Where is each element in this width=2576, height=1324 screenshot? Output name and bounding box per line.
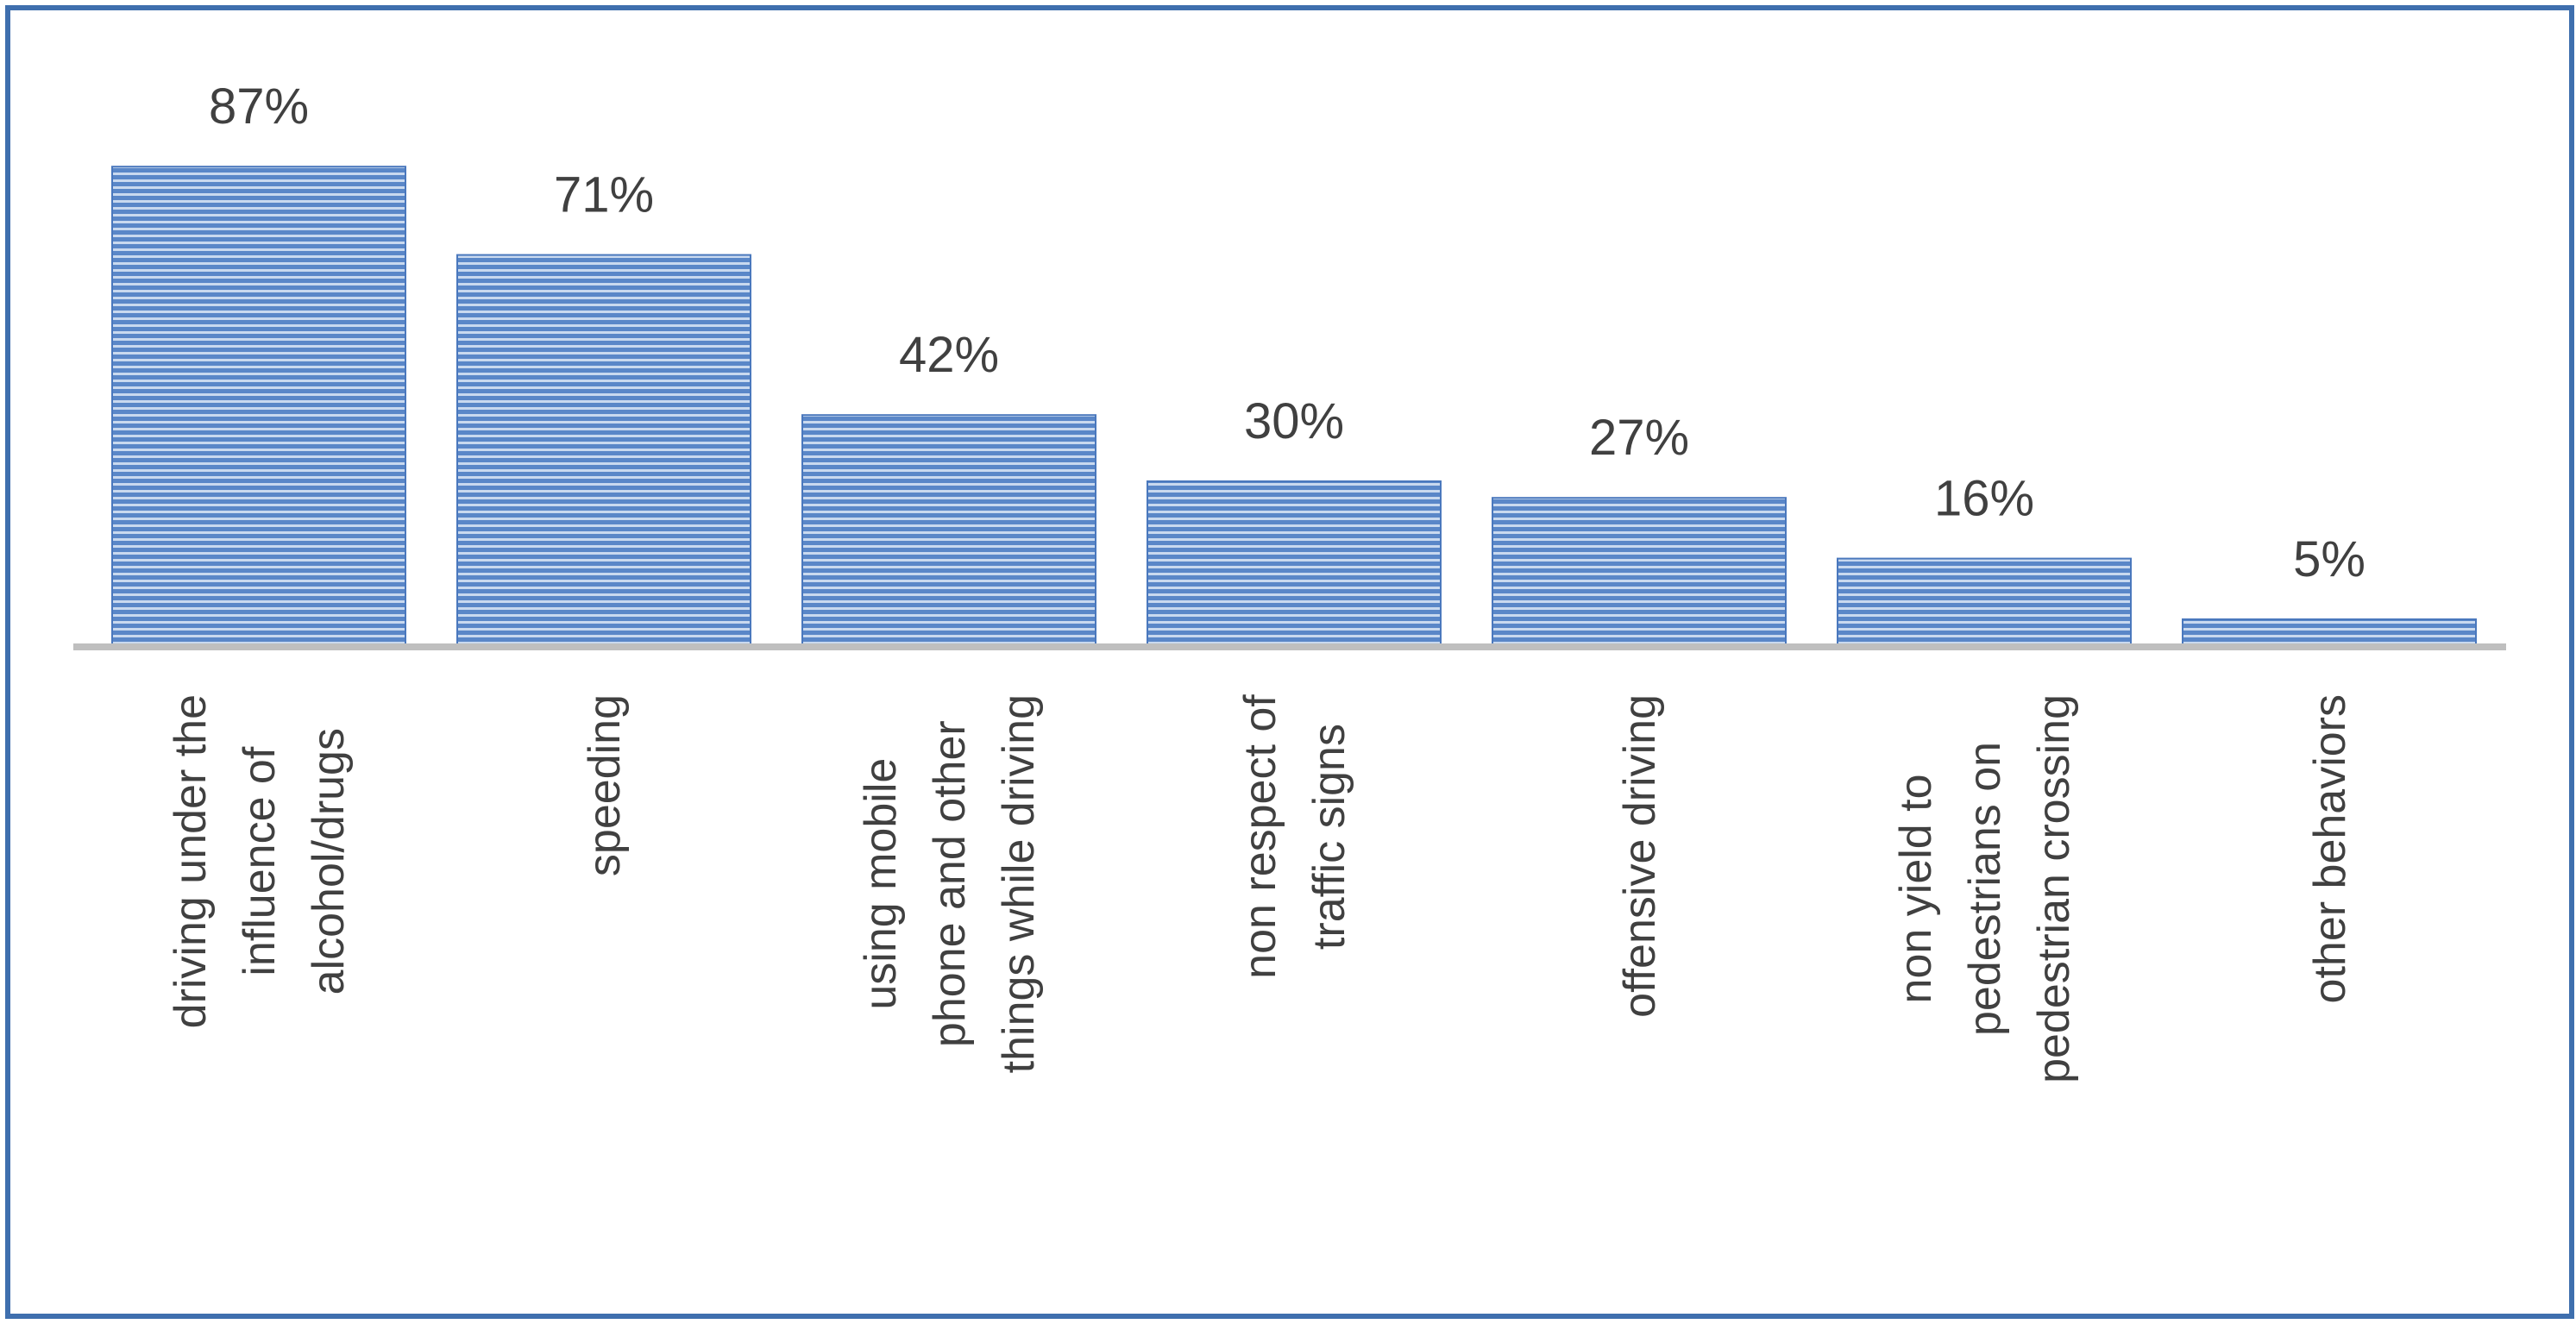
category-label-line: pedestrians on (1960, 742, 2010, 1036)
bar-4 (1492, 497, 1787, 649)
bar-5 (1837, 557, 2132, 648)
labels-layer: 87% driving under the influence of alcohol/… (166, 78, 2366, 1083)
bar-2 (801, 414, 1096, 648)
bar-1 (456, 254, 751, 648)
category-label-4: offensive driving (1615, 694, 1665, 1018)
value-label-0: 87% (209, 78, 309, 135)
category-label-line: driving under the (166, 694, 216, 1028)
value-label-4: 27% (1589, 410, 1689, 466)
category-label-line: offensive driving (1615, 694, 1665, 1018)
category-label-2: using mobile phone and other things while … (856, 694, 1044, 1073)
category-label-line: things while driving (994, 694, 1044, 1073)
category-label-line: speeding (580, 694, 630, 876)
value-label-5: 16% (1934, 471, 2034, 527)
value-label-2: 42% (899, 327, 999, 383)
value-label-3: 30% (1244, 393, 1344, 449)
category-label-3: non respect of traffic signs (1235, 694, 1354, 979)
category-label-5: non yield to pedestrians on pedestrian cro… (1891, 694, 2079, 1083)
category-label-line: using mobile (856, 758, 906, 1010)
category-label-line: non respect of (1235, 694, 1285, 979)
category-label-line: non yield to (1891, 774, 1941, 1003)
bar-6 (2182, 618, 2477, 648)
category-label-line: alcohol/drugs (304, 728, 354, 995)
bar-0 (111, 166, 406, 648)
bar-3 (1147, 480, 1442, 648)
value-label-6: 5% (2293, 531, 2366, 587)
category-label-line: influence of (235, 746, 285, 976)
category-label-6: other behaviors (2305, 694, 2355, 1003)
bars-layer (111, 166, 2477, 649)
category-label-line: pedestrian crossing (2029, 694, 2079, 1083)
category-label-line: other behaviors (2305, 694, 2355, 1003)
chart-frame (5, 5, 2574, 1319)
category-label-line: traffic signs (1304, 724, 1354, 950)
category-label-line: phone and other (925, 720, 975, 1047)
category-label-0: driving under the influence of alcohol/dru… (166, 694, 354, 1028)
value-label-1: 71% (554, 167, 654, 223)
category-label-1: speeding (580, 694, 630, 876)
